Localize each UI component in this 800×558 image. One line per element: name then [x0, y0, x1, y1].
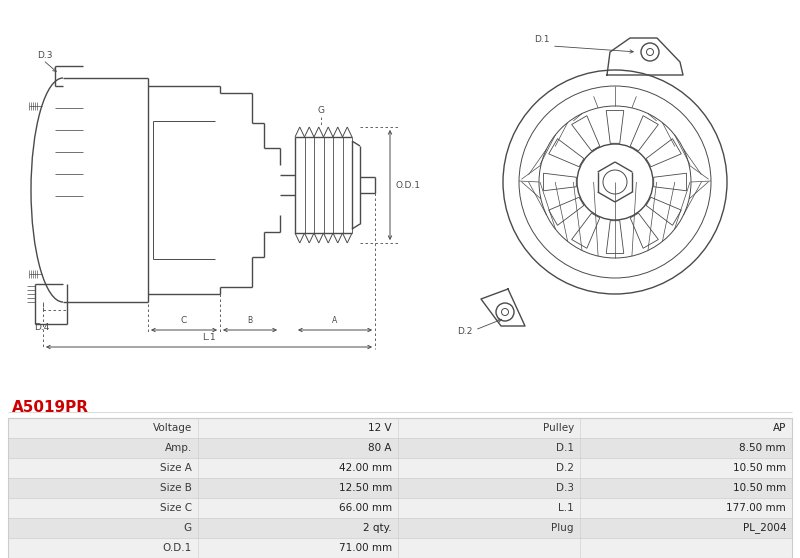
Text: 80 A: 80 A — [369, 443, 392, 453]
Text: Plug: Plug — [551, 523, 574, 533]
Text: D.1: D.1 — [556, 443, 574, 453]
Text: D.2: D.2 — [556, 463, 574, 473]
Bar — [8, 498, 792, 518]
Text: Size B: Size B — [160, 483, 192, 493]
Text: D.3: D.3 — [556, 483, 574, 493]
Text: 10.50 mm: 10.50 mm — [733, 463, 786, 473]
Text: B: B — [247, 316, 253, 325]
Text: Amp.: Amp. — [165, 443, 192, 453]
Text: A5019PR: A5019PR — [12, 400, 89, 415]
Text: D.1: D.1 — [534, 35, 550, 44]
Text: L.1: L.1 — [558, 503, 574, 513]
Text: G: G — [318, 106, 325, 115]
Text: PL_2004: PL_2004 — [742, 522, 786, 533]
Text: Size C: Size C — [160, 503, 192, 513]
Bar — [8, 518, 792, 538]
Text: L.1: L.1 — [202, 333, 216, 342]
Text: 2 qty.: 2 qty. — [363, 523, 392, 533]
Text: 12.50 mm: 12.50 mm — [338, 483, 392, 493]
Text: O.D.1: O.D.1 — [162, 543, 192, 553]
Text: Size A: Size A — [160, 463, 192, 473]
Text: C: C — [181, 316, 187, 325]
Text: 8.50 mm: 8.50 mm — [739, 443, 786, 453]
Bar — [8, 538, 792, 558]
Text: O.D.1: O.D.1 — [396, 180, 421, 190]
Text: D.2: D.2 — [458, 327, 473, 336]
Text: D.3: D.3 — [37, 51, 53, 60]
Bar — [8, 418, 792, 558]
Bar — [8, 478, 792, 498]
Text: D.4: D.4 — [34, 324, 50, 333]
Bar — [8, 438, 792, 458]
Text: AP: AP — [773, 423, 786, 433]
Text: G: G — [184, 523, 192, 533]
Text: 66.00 mm: 66.00 mm — [339, 503, 392, 513]
Text: A: A — [332, 316, 338, 325]
Bar — [8, 458, 792, 478]
Bar — [8, 418, 792, 438]
Text: 10.50 mm: 10.50 mm — [733, 483, 786, 493]
Text: 177.00 mm: 177.00 mm — [726, 503, 786, 513]
Text: 71.00 mm: 71.00 mm — [339, 543, 392, 553]
Text: Voltage: Voltage — [153, 423, 192, 433]
Text: 12 V: 12 V — [368, 423, 392, 433]
Text: 42.00 mm: 42.00 mm — [339, 463, 392, 473]
Text: Pulley: Pulley — [542, 423, 574, 433]
